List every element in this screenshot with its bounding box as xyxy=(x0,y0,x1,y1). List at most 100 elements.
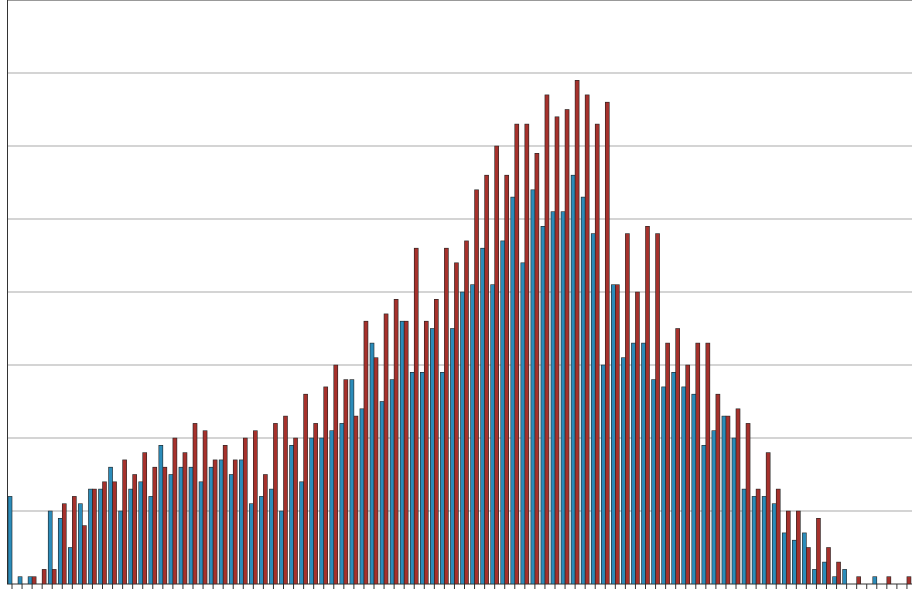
bar xyxy=(349,379,355,585)
bar xyxy=(484,174,489,585)
bar xyxy=(132,474,137,585)
bar xyxy=(785,510,791,585)
bar xyxy=(510,196,516,585)
bar xyxy=(504,174,510,585)
bar xyxy=(775,488,781,585)
bar xyxy=(323,386,329,585)
bar xyxy=(88,488,93,585)
bar xyxy=(490,284,495,585)
bar xyxy=(751,496,757,585)
bar xyxy=(685,364,691,585)
bar xyxy=(470,284,475,585)
bar xyxy=(283,415,288,585)
bar xyxy=(631,342,636,585)
bar xyxy=(158,444,164,585)
bar xyxy=(279,510,284,585)
bar xyxy=(102,481,107,585)
bar xyxy=(530,189,536,585)
bar xyxy=(72,496,77,585)
bar xyxy=(142,452,148,585)
bar xyxy=(594,123,600,585)
bar xyxy=(514,123,520,585)
bar xyxy=(232,459,238,585)
bar xyxy=(621,357,626,585)
bar xyxy=(836,561,841,585)
bar xyxy=(403,320,409,585)
bar xyxy=(534,153,540,585)
bar xyxy=(695,342,701,585)
bar xyxy=(182,452,188,585)
bar xyxy=(212,459,218,585)
bar xyxy=(303,393,308,585)
bar xyxy=(826,547,831,585)
bar xyxy=(464,240,469,585)
bar xyxy=(615,284,620,585)
bar xyxy=(353,415,359,585)
bar xyxy=(373,357,379,585)
bar xyxy=(590,233,596,585)
bar xyxy=(474,189,479,585)
bar xyxy=(122,459,127,585)
bar xyxy=(822,561,827,585)
bar xyxy=(564,109,570,585)
bar xyxy=(228,474,234,585)
bar xyxy=(681,386,687,585)
bar xyxy=(444,247,449,585)
bar xyxy=(339,423,345,585)
bar xyxy=(872,576,878,585)
bar xyxy=(222,444,228,585)
bar xyxy=(584,94,590,585)
bar xyxy=(57,517,63,585)
bar xyxy=(745,423,751,585)
bar xyxy=(293,437,298,585)
bar xyxy=(118,510,123,585)
bar xyxy=(816,517,821,585)
bar xyxy=(31,576,37,585)
bar xyxy=(17,576,23,585)
bar xyxy=(128,488,133,585)
bar xyxy=(259,496,264,585)
bar xyxy=(7,496,13,585)
bar xyxy=(188,466,194,585)
bar xyxy=(806,547,811,585)
bar xyxy=(842,569,847,585)
bar xyxy=(711,430,717,585)
bar xyxy=(162,466,168,585)
bar xyxy=(796,510,801,585)
bar xyxy=(701,444,707,585)
bar xyxy=(238,459,244,585)
bar xyxy=(379,401,385,585)
bar xyxy=(671,371,676,585)
bar xyxy=(434,298,439,585)
bar xyxy=(92,488,97,585)
bar xyxy=(389,379,395,585)
bar xyxy=(82,525,87,585)
bar xyxy=(792,539,797,585)
bar xyxy=(540,226,546,585)
bar xyxy=(273,423,278,585)
bar xyxy=(363,320,369,585)
bar xyxy=(47,510,53,585)
bar xyxy=(755,488,761,585)
bar xyxy=(570,174,576,585)
bar xyxy=(319,437,325,585)
bar xyxy=(651,379,656,585)
bar xyxy=(313,423,318,585)
bar xyxy=(430,328,435,585)
bar xyxy=(645,226,650,585)
bar xyxy=(263,474,268,585)
bar xyxy=(359,408,365,585)
bar xyxy=(544,94,550,585)
bar xyxy=(333,364,339,585)
bar xyxy=(580,196,586,585)
bar xyxy=(454,262,459,585)
bar xyxy=(68,547,73,585)
bar xyxy=(419,371,425,585)
bar xyxy=(202,430,208,585)
bar xyxy=(460,291,465,585)
bar xyxy=(691,393,697,585)
bar xyxy=(705,342,711,585)
bar xyxy=(413,247,419,585)
bar xyxy=(675,328,680,585)
bar xyxy=(168,474,174,585)
